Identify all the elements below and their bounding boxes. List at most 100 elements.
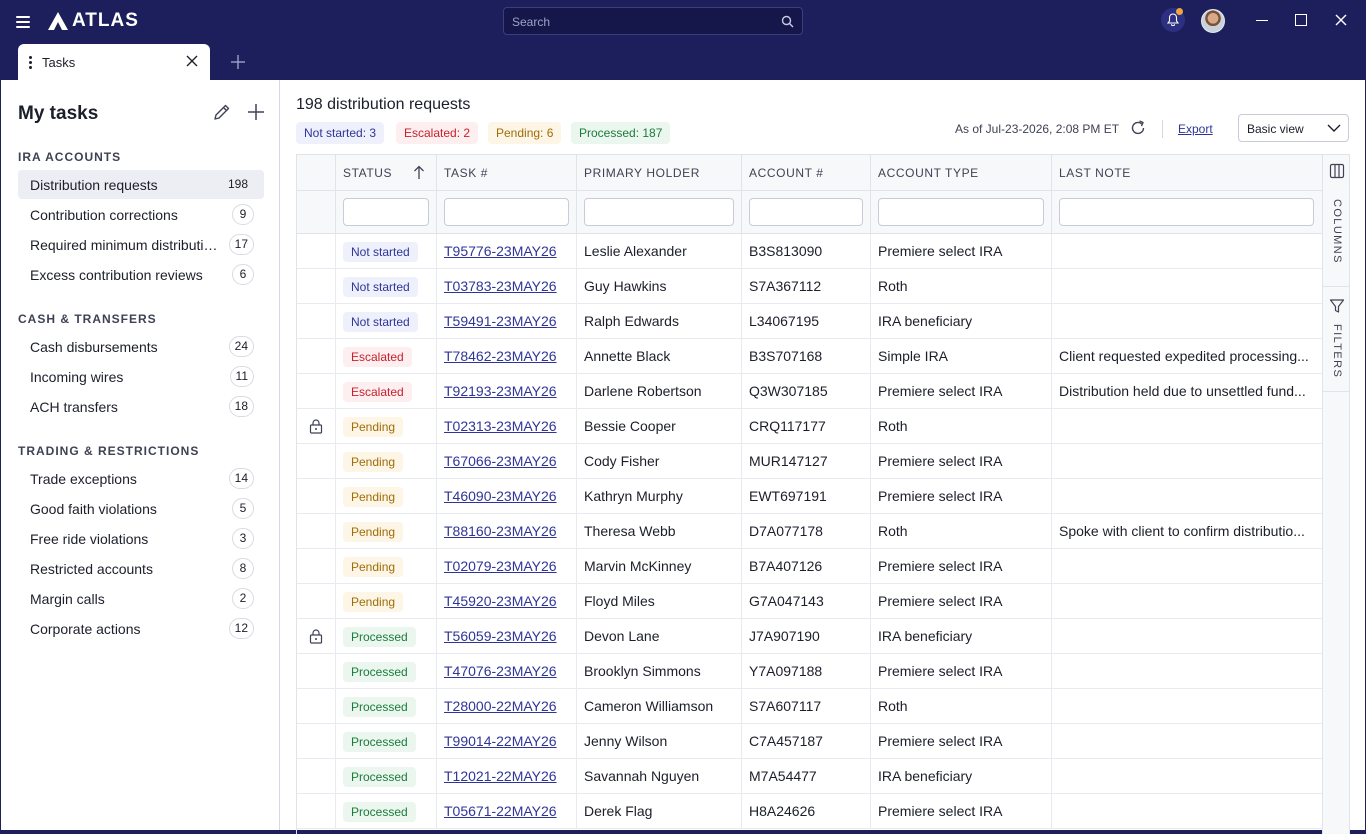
header-account-type[interactable]: ACCOUNT TYPE <box>871 155 1052 191</box>
task-link[interactable]: T47076-23MAY26 <box>444 663 557 679</box>
sidebar-item-distribution-requests[interactable]: Distribution requests 198 <box>18 170 264 199</box>
task-link[interactable]: T05671-22MAY26 <box>444 803 557 819</box>
table-row[interactable]: Processed T28000-22MAY26 Cameron Williamso… <box>297 689 1322 724</box>
new-tab-icon[interactable] <box>230 54 246 70</box>
task-link[interactable]: T67066-23MAY26 <box>444 453 557 469</box>
table-row[interactable]: Processed T05671-22MAY26 Derek Flag H8A2462… <box>297 794 1322 829</box>
sidebar-item-restricted-accounts[interactable]: Restricted accounts 8 <box>18 554 264 583</box>
sidebar-item-corporate-actions[interactable]: Corporate actions 12 <box>18 614 264 643</box>
filter-primary-holder-input[interactable] <box>584 198 734 226</box>
task-link[interactable]: T92193-23MAY26 <box>444 383 557 399</box>
sidebar-item-contribution-corrections[interactable]: Contribution corrections 9 <box>18 200 264 229</box>
sidebar-item-incoming-wires[interactable]: Incoming wires 11 <box>18 362 264 391</box>
sort-ascending-icon[interactable] <box>413 165 425 180</box>
primary-holder-cell: Devon Lane <box>577 619 742 654</box>
sidebar-item-cash-disbursements[interactable]: Cash disbursements 24 <box>18 332 264 361</box>
close-window-button[interactable] <box>1334 13 1348 27</box>
search-input[interactable]: Search <box>503 7 803 35</box>
table-row[interactable]: Pending T02313-23MAY26 Bessie Cooper CRQ117… <box>297 409 1322 444</box>
header-task-number[interactable]: TASK # <box>437 155 577 191</box>
account-type-text: Premiere select IRA <box>878 383 1003 399</box>
refresh-icon[interactable] <box>1129 119 1147 137</box>
export-link[interactable]: Export <box>1178 122 1213 136</box>
table-row[interactable]: Pending T45920-23MAY26 Floyd Miles G7A04714… <box>297 584 1322 619</box>
table-row[interactable]: Pending T02079-23MAY26 Marvin McKinney B7A4… <box>297 549 1322 584</box>
account-type-text: Roth <box>878 698 908 714</box>
task-link[interactable]: T12021-22MAY26 <box>444 768 557 784</box>
notifications-button[interactable] <box>1161 8 1185 32</box>
table-row[interactable]: Processed T47076-23MAY26 Brooklyn Simmons Y… <box>297 654 1322 689</box>
account-type-text: Premiere select IRA <box>878 803 1003 819</box>
last-note-cell <box>1052 654 1322 689</box>
sidebar-item-good-faith-violations[interactable]: Good faith violations 5 <box>18 494 264 523</box>
task-link[interactable]: T56059-23MAY26 <box>444 628 557 644</box>
account-number-cell: MUR147127 <box>742 444 871 479</box>
sidebar-item-margin-calls[interactable]: Margin calls 2 <box>18 584 264 613</box>
table-row[interactable]: Processed T12021-22MAY26 Savannah Nguyen M7… <box>297 759 1322 794</box>
table-row[interactable]: Escalated T92193-23MAY26 Darlene Robertson… <box>297 374 1322 409</box>
task-link[interactable]: T02313-23MAY26 <box>444 418 557 434</box>
columns-panel-button[interactable]: COLUMNS <box>1323 155 1349 287</box>
table-row[interactable]: Not started T03783-23MAY26 Guy Hawkins S7A3… <box>297 269 1322 304</box>
table-row[interactable]: Not started T59491-23MAY26 Ralph Edwards L3… <box>297 304 1322 339</box>
status-summary-processed[interactable]: Processed: 187 <box>571 122 671 144</box>
task-link[interactable]: T88160-23MAY26 <box>444 523 557 539</box>
filter-task-number-input[interactable] <box>444 198 569 226</box>
table-row[interactable]: Processed T56059-23MAY26 Devon Lane J7A9071… <box>297 619 1322 654</box>
minimize-button[interactable] <box>1255 13 1269 27</box>
task-link[interactable]: T46090-23MAY26 <box>444 488 557 504</box>
primary-holder-cell: Floyd Miles <box>577 584 742 619</box>
table-row[interactable]: Not started T95776-23MAY26 Leslie Alexande… <box>297 234 1322 269</box>
status-summary-not-started[interactable]: Not started: 3 <box>296 122 385 144</box>
edit-icon[interactable] <box>212 102 232 122</box>
lock-cell <box>297 549 336 584</box>
user-avatar[interactable] <box>1201 9 1225 33</box>
header-last-note[interactable]: LAST NOTE <box>1052 155 1322 191</box>
table-row[interactable]: Processed T99014-22MAY26 Jenny Wilson C7A45… <box>297 724 1322 759</box>
table-row[interactable]: Pending T88160-23MAY26 Theresa Webb D7A0771… <box>297 514 1322 549</box>
filter-last-note-input[interactable] <box>1059 198 1314 226</box>
last-note-cell <box>1052 269 1322 304</box>
close-tab-icon[interactable] <box>186 55 198 67</box>
menu-icon[interactable] <box>16 14 30 28</box>
filter-status-input[interactable] <box>343 198 429 226</box>
filters-panel-button[interactable]: FILTERS <box>1323 288 1349 392</box>
task-link[interactable]: T59491-23MAY26 <box>444 313 557 329</box>
account-type-cell: Simple IRA <box>871 339 1052 374</box>
task-link[interactable]: T45920-23MAY26 <box>444 593 557 609</box>
status-cell: Not started <box>336 269 437 304</box>
status-summary-pending[interactable]: Pending: 6 <box>488 122 562 144</box>
filter-account-number-input[interactable] <box>749 198 863 226</box>
sidebar-item-trade-exceptions[interactable]: Trade exceptions 14 <box>18 464 264 493</box>
tab-tasks[interactable]: Tasks <box>18 44 210 80</box>
search-icon[interactable] <box>781 15 794 28</box>
table-row[interactable]: Pending T67066-23MAY26 Cody Fisher MUR14712… <box>297 444 1322 479</box>
sidebar-item-count: 5 <box>232 498 254 519</box>
add-icon[interactable] <box>246 102 266 122</box>
sidebar-item-label: ACH transfers <box>30 399 118 415</box>
header-account-number[interactable]: ACCOUNT # <box>742 155 871 191</box>
status-summary-escalated[interactable]: Escalated: 2 <box>396 122 479 144</box>
sidebar-item-ach-transfers[interactable]: ACH transfers 18 <box>18 392 264 421</box>
maximize-button[interactable] <box>1294 13 1308 27</box>
sidebar-item-free-ride-violations[interactable]: Free ride violations 3 <box>18 524 264 553</box>
tab-menu-icon[interactable] <box>29 56 32 69</box>
header-primary-holder[interactable]: PRIMARY HOLDER <box>577 155 742 191</box>
sidebar-item-excess-contribution-reviews[interactable]: Excess contribution reviews 6 <box>18 260 264 289</box>
task-link[interactable]: T95776-23MAY26 <box>444 243 557 259</box>
notification-dot <box>1176 8 1183 15</box>
table-row[interactable]: Pending T46090-23MAY26 Kathryn Murphy EWT69… <box>297 479 1322 514</box>
task-link[interactable]: T03783-23MAY26 <box>444 278 557 294</box>
logo-mark-icon <box>48 12 68 30</box>
task-link[interactable]: T78462-23MAY26 <box>444 348 557 364</box>
lock-cell <box>297 724 336 759</box>
account-type-cell: Premiere select IRA <box>871 654 1052 689</box>
task-link[interactable]: T28000-22MAY26 <box>444 698 557 714</box>
table-row[interactable]: Escalated T78462-23MAY26 Annette Black B3S7… <box>297 339 1322 374</box>
sidebar-item-required-minimum-distributions[interactable]: Required minimum distributions 17 <box>18 230 264 259</box>
view-select[interactable]: Basic view <box>1238 114 1349 142</box>
task-link[interactable]: T02079-23MAY26 <box>444 558 557 574</box>
header-status[interactable]: STATUS <box>336 155 437 191</box>
filter-account-type-input[interactable] <box>878 198 1044 226</box>
task-link[interactable]: T99014-22MAY26 <box>444 733 557 749</box>
